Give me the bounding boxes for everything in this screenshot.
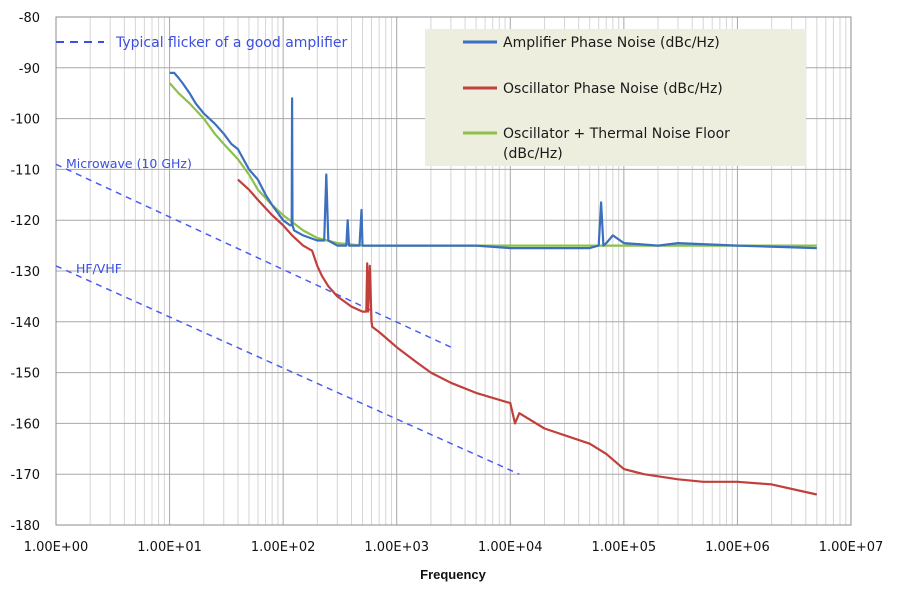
y-tick-label: -180 <box>10 519 40 534</box>
legend: Amplifier Phase Noise (dBc/Hz) Oscillator… <box>425 29 806 166</box>
y-tick-label: -150 <box>10 367 40 382</box>
x-tick-label: 1.00E+00 <box>24 540 89 555</box>
reference-lines: Microwave (10 GHz) HF/VHF <box>55 156 520 475</box>
y-tick-label: -160 <box>10 417 40 432</box>
x-tick-label: 1.00E+01 <box>137 540 202 555</box>
annotation-text: Typical flicker of a good amplifier <box>115 35 348 51</box>
y-tick-label: -140 <box>10 316 40 331</box>
legend-label: Amplifier Phase Noise (dBc/Hz) <box>503 35 720 51</box>
x-tick-label: 1.00E+04 <box>478 540 543 555</box>
legend-label: Oscillator + Thermal Noise Floor (dBc/Hz) <box>503 126 730 162</box>
reference-line <box>55 265 520 475</box>
reference-line-label: Microwave (10 GHz) <box>66 156 192 171</box>
y-tick-label: -130 <box>10 265 40 280</box>
series-line <box>169 71 817 250</box>
x-tick-label: 1.00E+02 <box>251 540 316 555</box>
x-tick-label: 1.00E+07 <box>819 540 884 555</box>
y-tick-label: -100 <box>10 113 40 128</box>
x-axis-title: Frequency <box>420 567 487 582</box>
series-line <box>237 178 818 496</box>
y-tick-label: -120 <box>10 214 40 229</box>
y-tick-label: -80 <box>19 11 40 26</box>
legend-label: Oscillator Phase Noise (dBc/Hz) <box>503 81 723 97</box>
y-tick-label: -110 <box>10 163 40 178</box>
x-tick-label: 1.00E+03 <box>364 540 429 555</box>
series-lines <box>168 71 818 496</box>
y-tick-label: -90 <box>19 62 40 77</box>
y-axis-ticks: -80 -90 -100 -110 -120 -130 -140 -150 -160 -170 -1… <box>10 11 40 534</box>
plot-frame <box>55 16 852 526</box>
annotation: Typical flicker of a good amplifier <box>56 35 348 51</box>
x-tick-label: 1.00E+05 <box>592 540 657 555</box>
y-tick-label: -170 <box>10 468 40 483</box>
legend-box <box>425 29 806 166</box>
x-axis-ticks: 1.00E+00 1.00E+01 1.00E+02 1.00E+03 1.00E+04… <box>24 540 884 555</box>
reference-line-label: HF/VHF <box>76 261 122 276</box>
series-line <box>168 82 817 247</box>
x-tick-label: 1.00E+06 <box>705 540 770 555</box>
